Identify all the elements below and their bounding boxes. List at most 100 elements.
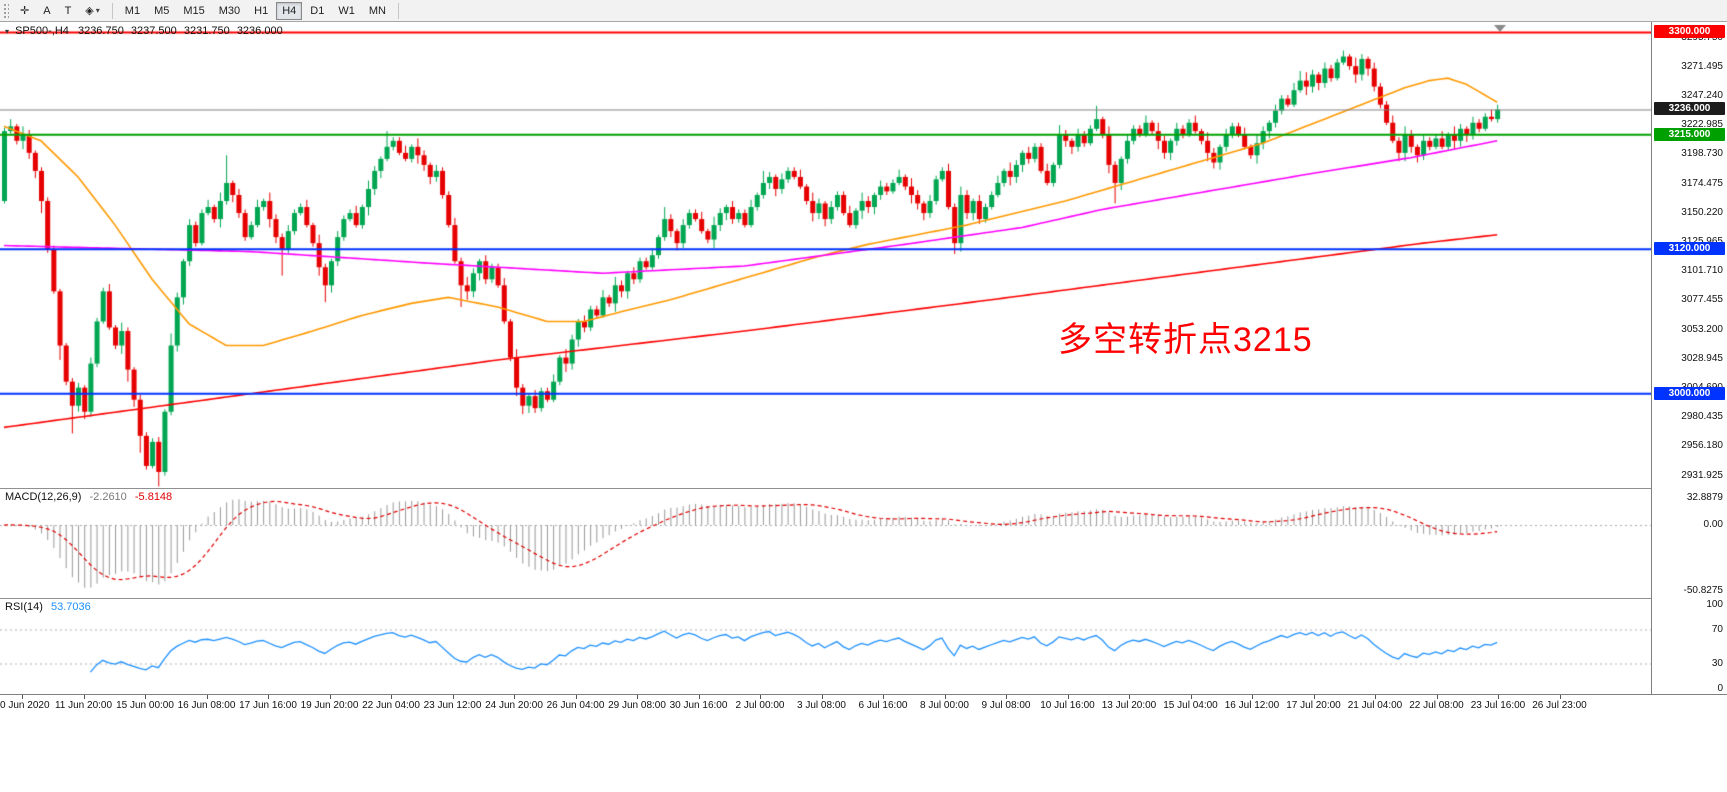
time-axis-label: 16 Jul 12:00 (1224, 700, 1280, 711)
time-axis-label: 23 Jul 16:00 (1470, 700, 1526, 711)
timeframe-button-m5[interactable]: M5 (154, 4, 170, 17)
macd-value: -2.2610 (89, 491, 127, 503)
shapes-tool-button[interactable]: ◈ ▾ (85, 5, 100, 17)
crosshair-tool-button[interactable]: ✛ (20, 5, 30, 17)
time-axis-label: 15 Jun 00:00 (116, 700, 174, 711)
time-axis-label: 29 Jun 08:00 (608, 700, 666, 711)
timeframe-button-d1[interactable]: D1 (310, 4, 325, 17)
time-axis-tick (1190, 695, 1192, 699)
time-axis-label: 24 Jun 20:00 (485, 700, 543, 711)
rsi-axis-label: 70 (1711, 623, 1723, 635)
ohlc-high: 3237.500 (130, 25, 177, 37)
price-axis-label: 3247.240 (1681, 89, 1723, 101)
time-axis-label: 22 Jul 08:00 (1409, 700, 1464, 711)
price-axis-label: 3101.710 (1681, 265, 1723, 277)
time-axis-label: 17 Jun 16:00 (239, 700, 297, 711)
symbol-name: SP500-,H4 (15, 25, 69, 37)
time-axis-label: 16 Jun 08:00 (177, 700, 236, 711)
price-axis-label: 2980.435 (1681, 411, 1723, 423)
macd-indicator-label: MACD(12,26,9) -2.2610 -5.8148 (5, 491, 172, 503)
timeframe-button-m30[interactable]: M30 (218, 4, 241, 17)
time-axis-tick (1129, 695, 1130, 699)
time-axis-tick (760, 695, 761, 699)
time-axis-label: 10 Jul 16:00 (1040, 700, 1095, 711)
time-axis-tick (1436, 695, 1438, 699)
price-axis-label: 3028.945 (1681, 352, 1723, 364)
time-axis-label: 30 Jun 16:00 (669, 700, 728, 711)
macd-signal-value: -5.8148 (134, 491, 173, 503)
price-axis[interactable]: 3295.7503271.4953247.2403222.9853198.730… (1651, 22, 1727, 716)
hline-price-box: 3120.000 (1654, 242, 1725, 256)
timeframe-button-m15[interactable]: M15 (183, 4, 205, 17)
toolbar-drag-handle-icon[interactable] (3, 2, 9, 19)
annotation-text-object[interactable]: 多空转折点3215 (1058, 321, 1313, 359)
time-axis-label: 15 Jul 04:00 (1163, 700, 1218, 711)
time-axis-tick (1252, 695, 1253, 699)
hline-price-box: 3215.000 (1654, 127, 1725, 141)
rsi-axis-label: 0 (1717, 683, 1723, 694)
time-axis-label: 2 Jul 00:00 (735, 700, 785, 711)
price-axis-label: 3053.200 (1681, 323, 1723, 335)
time-axis-label: 26 Jul 23:00 (1532, 700, 1587, 711)
time-axis-tick (268, 695, 269, 699)
time-axis-tick (698, 695, 700, 699)
time-axis-label: 8 Jul 00:00 (920, 700, 969, 711)
macd-axis-min-label: -50.8275 (1683, 585, 1723, 596)
text-box-tool-button[interactable]: T (64, 4, 72, 17)
time-axis-tick (329, 695, 331, 699)
timeframe-button-h1[interactable]: H1 (254, 4, 269, 17)
rsi-name: RSI(14) (5, 601, 43, 613)
panel-separator[interactable] (0, 488, 1727, 489)
rsi-indicator-label: RSI(14) 53.7036 (5, 601, 91, 613)
hline-price-box: 3300.000 (1654, 25, 1725, 39)
chart-area: ▾ SP500-,H4 3236.750 3237.500 3231.750 3… (0, 22, 1727, 792)
timeframe-button-m1[interactable]: M1 (124, 4, 141, 17)
time-axis-label: 13 Jul 20:00 (1101, 700, 1157, 711)
main-chart-canvas[interactable] (0, 22, 1651, 694)
collapse-triangle-icon[interactable]: ▾ (5, 27, 10, 36)
price-axis-label: 2931.925 (1681, 469, 1723, 481)
rsi-value: 53.7036 (50, 601, 91, 613)
time-axis-label: 23 Jun 12:00 (423, 700, 482, 711)
macd-axis-max-label: 32.8879 (1686, 492, 1723, 503)
bottom-blank-area (0, 716, 1727, 792)
timeframe-button-mn[interactable]: MN (368, 4, 386, 17)
price-axis-label: 3125.965 (1681, 236, 1723, 248)
chart-symbol-header: ▾ SP500-,H4 3236.750 3237.500 3231.750 3… (5, 25, 283, 37)
time-axis-tick (391, 695, 392, 699)
time-axis-tick (22, 695, 23, 699)
time-axis-tick (944, 695, 946, 699)
panel-separator[interactable] (0, 598, 1727, 599)
ohlc-low: 3231.750 (183, 25, 230, 37)
time-axis-label: 17 Jul 20:00 (1286, 700, 1341, 711)
price-axis-label: 3222.985 (1681, 119, 1723, 131)
time-axis-label: 10 Jun 2020 (0, 700, 50, 711)
time-axis-tick (575, 695, 577, 699)
timeframe-button-h4[interactable]: H4 (276, 1, 303, 20)
time-axis-tick (145, 695, 146, 699)
time-axis-tick (514, 695, 515, 699)
time-axis-label: 6 Jul 16:00 (858, 700, 908, 711)
toolbar-separator (111, 2, 113, 19)
price-axis-label: 3198.730 (1681, 148, 1723, 160)
time-axis-label: 11 Jun 20:00 (54, 700, 113, 711)
timeframe-button-w1[interactable]: W1 (338, 4, 355, 17)
price-axis-label: 3174.475 (1681, 177, 1723, 189)
time-axis-label: 19 Jun 20:00 (300, 700, 359, 711)
text-label-tool-button[interactable]: A (43, 4, 51, 17)
time-axis-label: 9 Jul 08:00 (981, 700, 1031, 711)
time-axis-tick (1067, 695, 1069, 699)
price-axis-label: 2956.180 (1681, 440, 1723, 452)
toolbar-separator (397, 2, 399, 19)
price-axis-label: 3271.495 (1681, 60, 1723, 72)
ohlc-open: 3236.750 (77, 25, 124, 37)
macd-name: MACD(12,26,9) (5, 491, 82, 503)
time-axis-tick (1498, 695, 1499, 699)
ohlc-close: 3236.000 (236, 25, 283, 37)
time-axis-tick (1375, 695, 1376, 699)
time-axis-label: 22 Jun 04:00 (362, 700, 420, 711)
bid-price-box: 3236.000 (1654, 102, 1725, 116)
time-axis-tick (1006, 695, 1007, 699)
time-axis-tick (83, 695, 85, 699)
